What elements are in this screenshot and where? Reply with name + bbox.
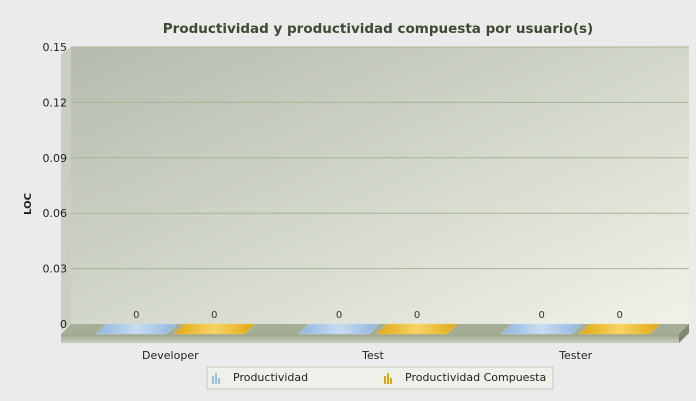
left-wall [61, 47, 71, 331]
floor-side [679, 324, 689, 343]
y-tick-label: 0.03 [43, 263, 68, 276]
y-tick-label: 0.09 [43, 152, 68, 165]
chart-title: Productividad y productividad compuesta … [163, 21, 593, 37]
data-label: 0 [336, 310, 342, 321]
data-label: 0 [616, 310, 622, 321]
bar-top[interactable] [501, 323, 583, 335]
bar-top[interactable] [298, 323, 380, 335]
bars [95, 323, 661, 335]
y-axis-title: LOC [23, 193, 34, 215]
legend-label-productividad: Productividad [233, 371, 308, 384]
legend-box [206, 366, 554, 390]
bar-top[interactable] [579, 323, 661, 335]
legend-icon-productividad-compuesta [384, 373, 392, 384]
bar-top[interactable] [376, 323, 458, 335]
y-tick-label: 0 [60, 318, 67, 331]
plot-area [71, 47, 689, 324]
x-tick-label: Tester [558, 349, 592, 362]
bar-top[interactable] [173, 323, 255, 335]
data-label: 0 [538, 310, 544, 321]
gridlines [71, 46, 689, 270]
legend: Productividad Productividad Compuesta [206, 366, 554, 390]
y-tick-label: 0.15 [43, 41, 68, 54]
data-labels: 0 0 0 0 0 0 [133, 310, 623, 321]
legend-icon-productividad [212, 373, 220, 384]
y-axis: 0 0.03 0.06 0.09 0.12 0.15 [43, 41, 68, 331]
floor-front [61, 334, 679, 343]
data-label: 0 [211, 310, 217, 321]
x-tick-label: Developer [142, 349, 199, 362]
x-axis: Developer Test Tester [142, 349, 593, 362]
data-label: 0 [414, 310, 420, 321]
legend-label-productividad-compuesta: Productividad Compuesta [405, 371, 546, 384]
bar-top[interactable] [95, 323, 177, 335]
y-tick-label: 0.06 [43, 207, 68, 220]
data-label: 0 [133, 310, 139, 321]
y-tick-label: 0.12 [43, 96, 68, 109]
x-tick-label: Test [361, 349, 384, 362]
